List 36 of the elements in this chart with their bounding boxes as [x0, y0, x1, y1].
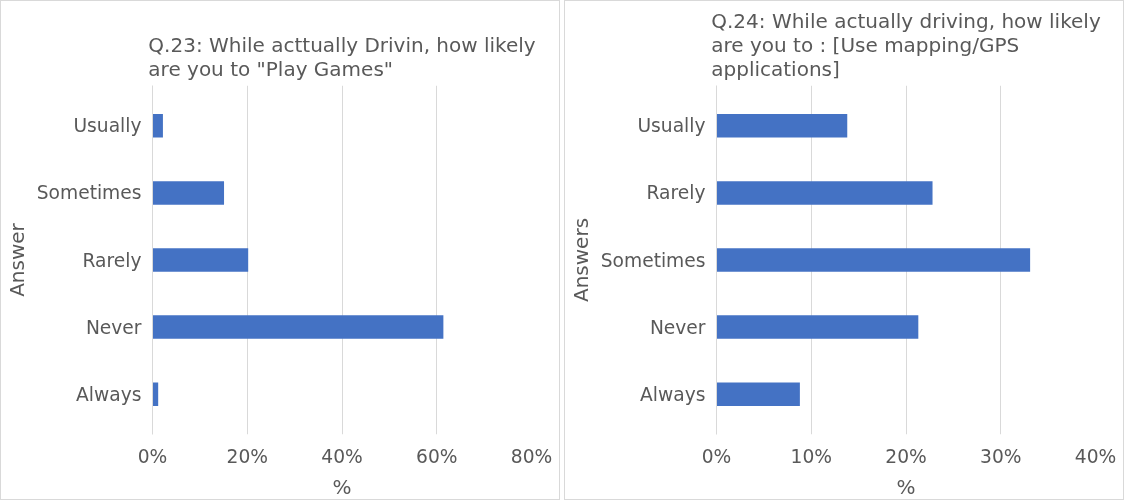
bar [152, 315, 444, 339]
x-tick-label: 10% [790, 445, 832, 467]
x-tick-label: 20% [226, 445, 268, 467]
y-tick-label: Rarely [646, 182, 706, 204]
bar [716, 248, 1031, 272]
y-axis-title: Answers [568, 217, 593, 303]
x-tick-label: 30% [980, 445, 1022, 467]
y-tick-label: Rarely [82, 249, 142, 271]
x-axis-title: % [332, 474, 352, 499]
bar [716, 181, 933, 205]
x-tick-label: 20% [885, 445, 927, 467]
x-tick-label: 40% [321, 445, 363, 467]
x-axis-title: % [896, 474, 916, 499]
x-tick-label: 0% [137, 445, 168, 467]
bar [152, 181, 225, 205]
y-tick-label: Usually [73, 115, 142, 137]
bar [716, 315, 919, 339]
y-tick-label: Usually [637, 115, 706, 137]
y-tick-label: Sometimes [600, 249, 706, 271]
bar [152, 114, 163, 138]
x-tick-label: 0% [701, 445, 732, 467]
bar [152, 382, 159, 406]
x-tick-label: 60% [416, 445, 458, 467]
x-tick-label: 80% [510, 445, 553, 467]
x-tick-label: 40% [1074, 445, 1117, 467]
bar [716, 114, 848, 138]
y-tick-label: Sometimes [36, 182, 142, 204]
bar [716, 382, 800, 406]
chart-title: Q.24: While actually driving, how likely are you to : [Use mapping/GPS applications] [711, 8, 1101, 81]
y-tick-label: Never [85, 316, 142, 338]
y-tick-label: Always [76, 383, 142, 405]
bar [152, 248, 249, 272]
y-tick-label: Always [640, 383, 706, 405]
y-axis-title: Answer [4, 222, 29, 297]
chart-title: Q.23: While acttually Drivin, how likely are you to "Play Games" [148, 32, 536, 81]
y-tick-label: Never [649, 316, 706, 338]
